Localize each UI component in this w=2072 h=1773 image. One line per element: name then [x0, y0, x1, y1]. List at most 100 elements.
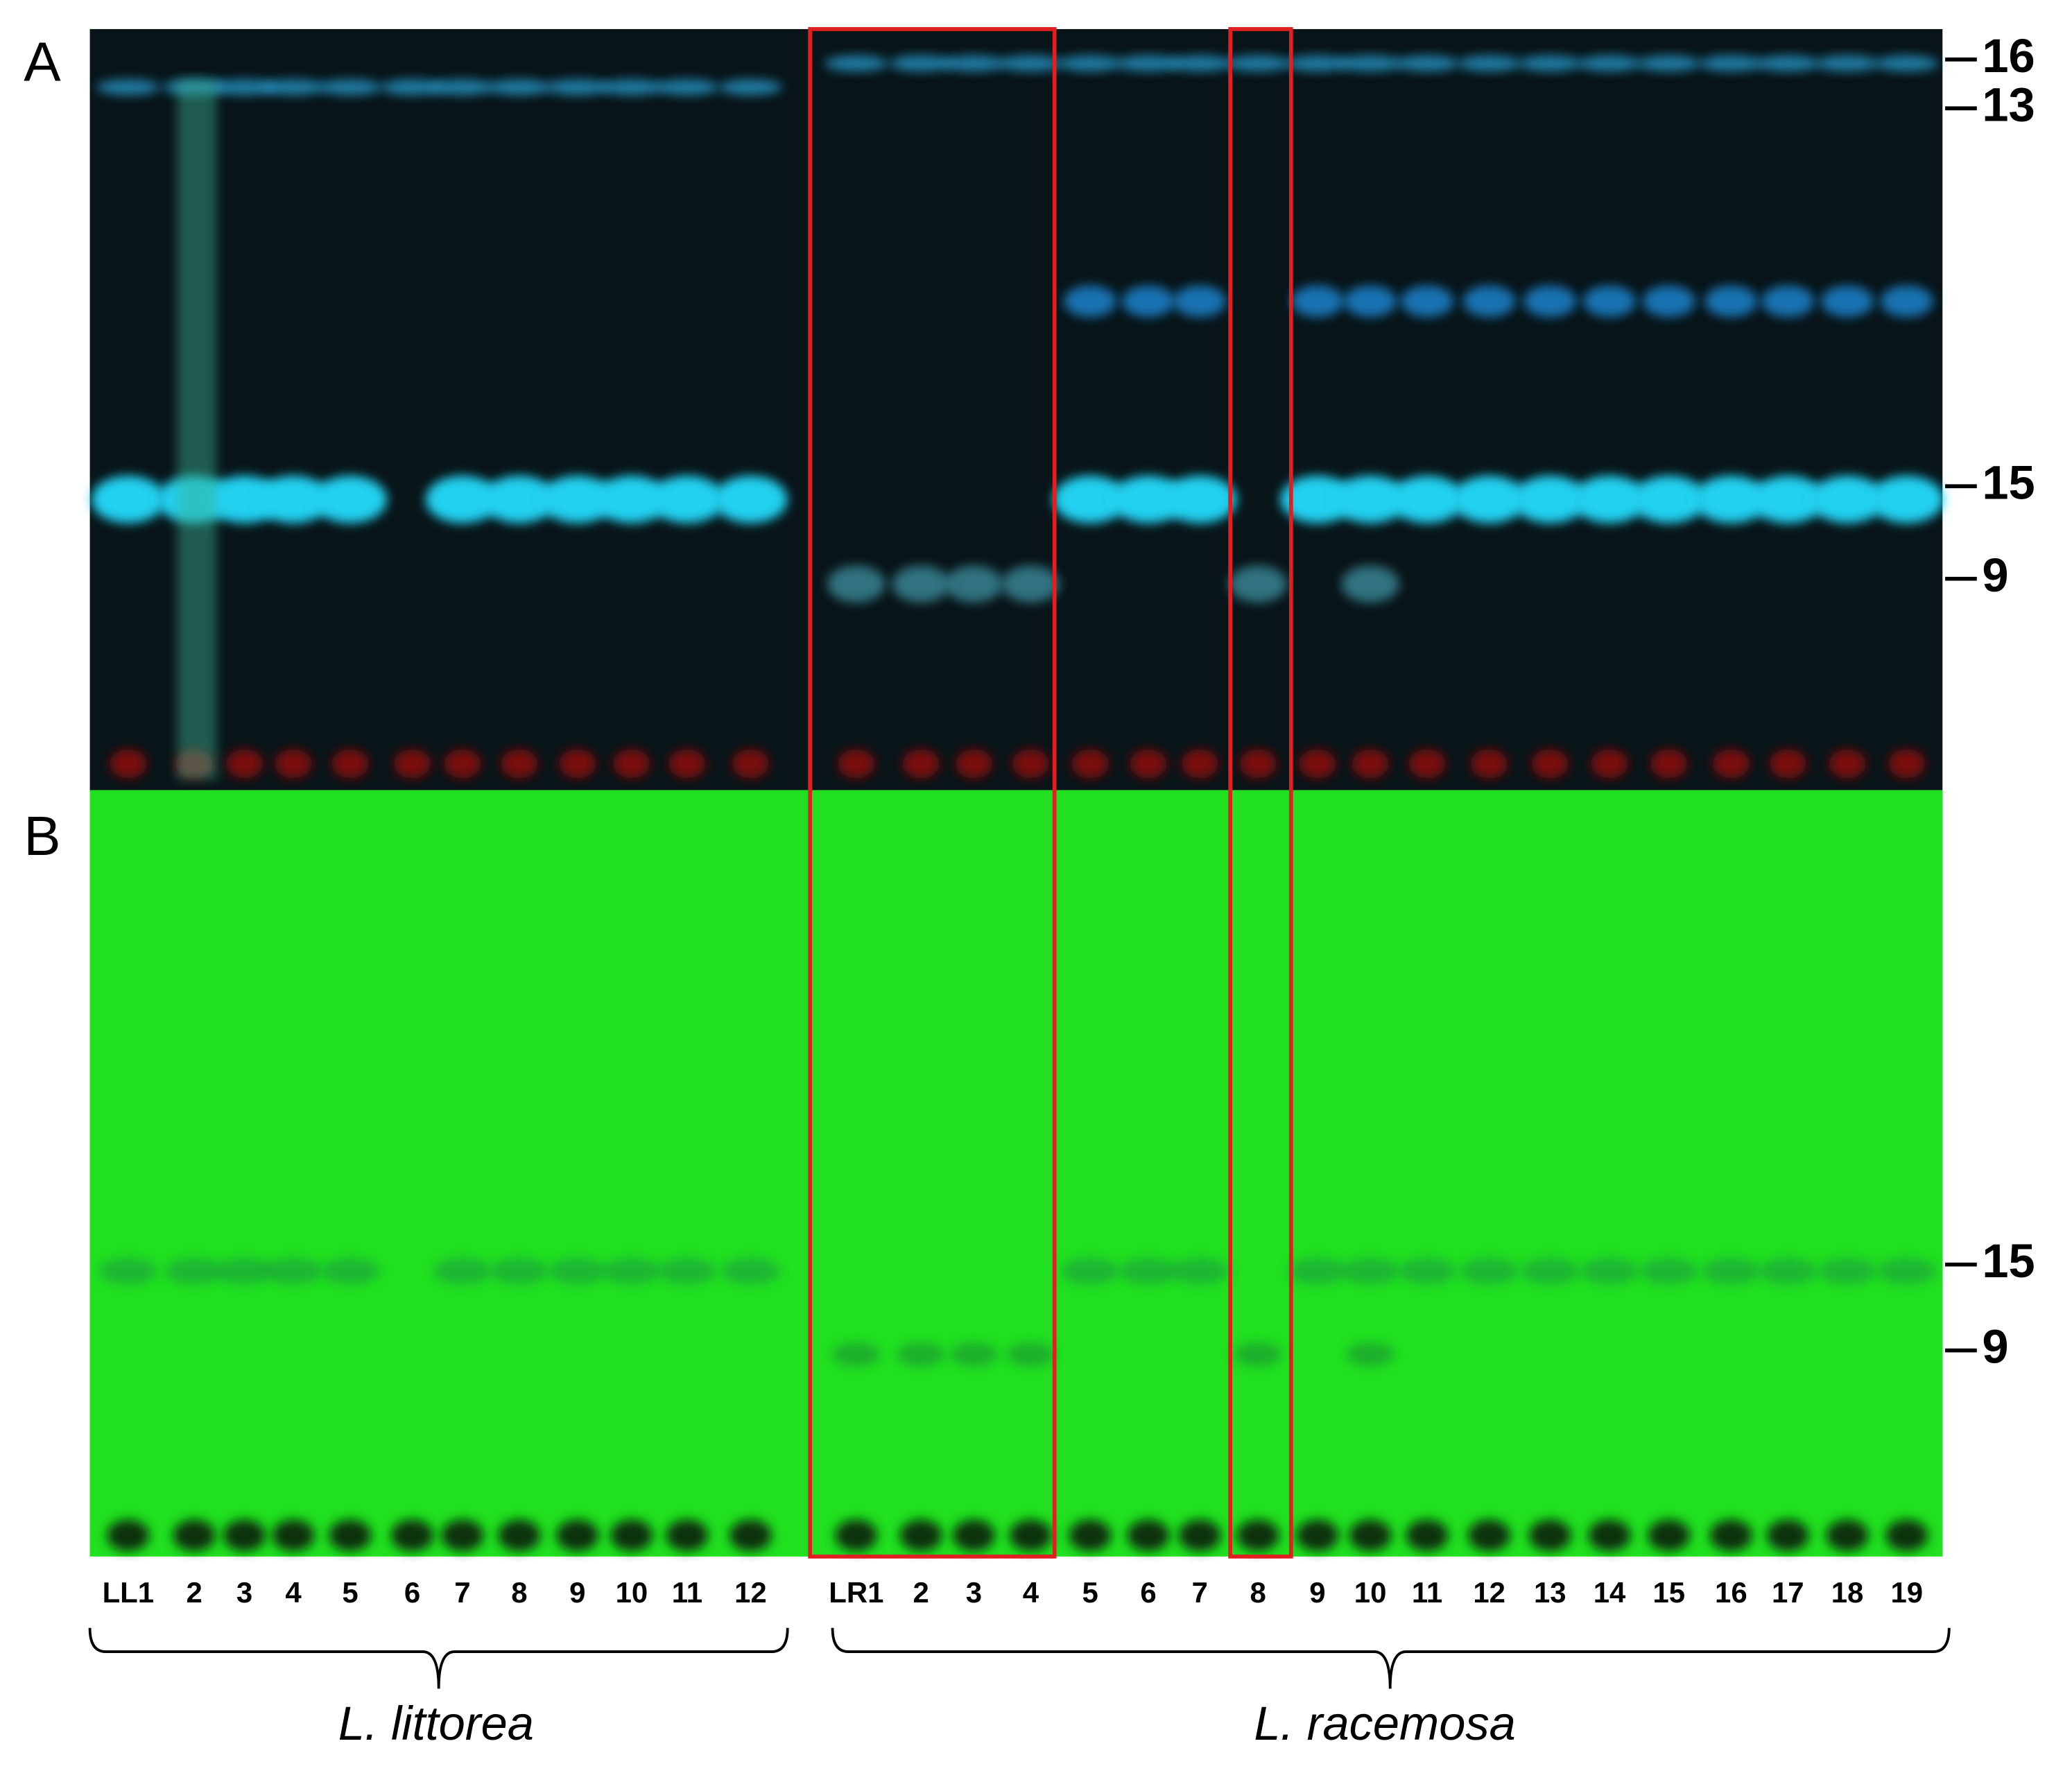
top-band	[1699, 55, 1763, 71]
band-15	[657, 1258, 716, 1285]
origin-spot	[1012, 749, 1050, 779]
top-band	[825, 55, 888, 71]
top-band	[487, 79, 551, 96]
lane-label: 12	[1473, 1576, 1505, 1609]
band-15	[1810, 476, 1885, 524]
band-15	[1053, 476, 1128, 524]
origin-spot	[559, 749, 596, 779]
origin-spot	[1009, 1519, 1052, 1552]
origin-spot	[1709, 1519, 1752, 1552]
origin-spot	[1591, 749, 1628, 779]
band-15	[1452, 476, 1526, 524]
lane-label: 9	[569, 1576, 585, 1609]
origin-spot	[899, 1519, 942, 1552]
origin-spot	[1531, 749, 1569, 779]
origin-spot	[902, 749, 940, 779]
band-label: 15	[1982, 456, 2035, 509]
origin-spot	[1829, 749, 1866, 779]
origin-spot	[393, 749, 431, 779]
band-label: 16	[1982, 29, 2035, 83]
origin-spot	[1408, 749, 1446, 779]
origin-spot	[1130, 749, 1167, 779]
band-mid	[1290, 285, 1345, 318]
band-15	[1877, 1258, 1936, 1285]
band-15	[548, 1258, 607, 1285]
top-band	[1457, 55, 1521, 71]
lane-label: LL1	[103, 1576, 155, 1609]
lane-label: 13	[1534, 1576, 1566, 1609]
panel-label: A	[24, 31, 61, 92]
band-mid	[1704, 285, 1758, 318]
origin-spot	[441, 1519, 484, 1552]
lane-label: 5	[1082, 1576, 1098, 1609]
origin-spot	[1468, 1519, 1511, 1552]
band-9	[832, 1342, 881, 1367]
band-15	[165, 1258, 224, 1285]
band-15	[91, 476, 166, 524]
origin-spot	[1352, 749, 1389, 779]
band-9	[827, 565, 886, 603]
top-band	[96, 79, 160, 96]
species-label: L. littorea	[338, 1697, 534, 1750]
origin-spot	[275, 749, 312, 779]
origin-spot	[1178, 1519, 1221, 1552]
band-15	[1639, 1258, 1698, 1285]
origin-spot	[501, 749, 538, 779]
origin-spot	[1071, 749, 1109, 779]
lane-label: 2	[913, 1576, 929, 1609]
origin-spot	[110, 749, 147, 779]
lane-label: 2	[186, 1576, 202, 1609]
lane-label: LR1	[829, 1576, 883, 1609]
band-15	[602, 1258, 661, 1285]
highlight-box	[1228, 27, 1293, 1559]
origin-spot	[1766, 1519, 1809, 1552]
origin-spot	[173, 1519, 216, 1552]
band-15	[1693, 476, 1768, 524]
band-15	[1702, 1258, 1761, 1285]
origin-spot	[613, 749, 650, 779]
band-15	[1759, 1258, 1818, 1285]
origin-spot	[1648, 1519, 1691, 1552]
origin-spot	[1470, 749, 1508, 779]
origin-spot	[1349, 1519, 1392, 1552]
band-mid	[1642, 285, 1695, 318]
band-15	[490, 1258, 549, 1285]
band-15	[1111, 476, 1186, 524]
origin-spot	[1588, 1519, 1631, 1552]
band-15	[1750, 476, 1825, 524]
origin-spot	[331, 749, 369, 779]
lane-label: 10	[616, 1576, 648, 1609]
origin-spot	[1826, 1519, 1869, 1552]
band-9	[897, 1342, 945, 1367]
origin-spot	[1885, 1519, 1928, 1552]
band-mid	[1582, 285, 1637, 318]
origin-spot	[1299, 749, 1336, 779]
lane-label: 5	[342, 1576, 358, 1609]
band-15	[650, 476, 725, 524]
panel-label: B	[24, 805, 60, 867]
lane-label: 8	[1250, 1576, 1266, 1609]
origin-spot	[498, 1519, 541, 1552]
origin-spot	[444, 749, 481, 779]
origin-spot	[1181, 749, 1218, 779]
top-band	[1637, 55, 1701, 71]
band-15	[1460, 1258, 1519, 1285]
origin-spot	[556, 1519, 599, 1552]
band-9	[950, 1342, 998, 1367]
top-band	[212, 79, 277, 96]
band-15	[256, 476, 331, 524]
top-band	[1058, 55, 1122, 71]
band-mid	[1173, 285, 1227, 318]
band-15	[1512, 476, 1587, 524]
top-band	[546, 79, 610, 96]
origin-spot	[835, 1519, 878, 1552]
top-band	[1116, 55, 1180, 71]
lane-label: 17	[1772, 1576, 1804, 1609]
top-band	[1578, 55, 1641, 71]
band-15	[540, 476, 615, 524]
lane-label: 7	[1192, 1576, 1208, 1609]
lane-label: 11	[672, 1576, 702, 1609]
top-band	[1756, 55, 1820, 71]
